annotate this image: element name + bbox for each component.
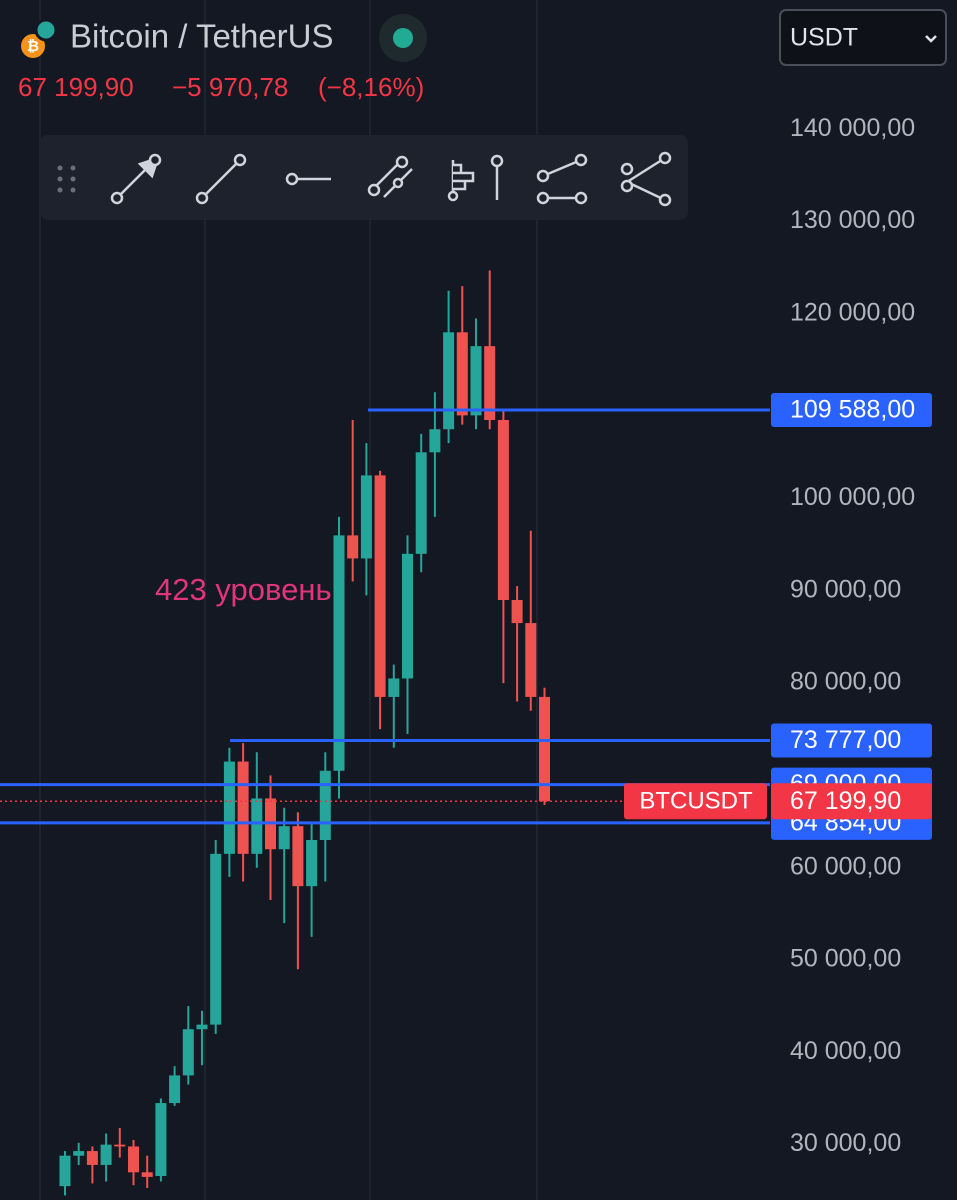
candle-body xyxy=(237,761,249,854)
candle-body xyxy=(333,535,345,771)
candle-body xyxy=(100,1144,112,1165)
candle-body xyxy=(415,452,427,554)
tool-vertical-line[interactable] xyxy=(490,154,504,200)
change: −5 970,78 xyxy=(172,72,288,102)
candle-body xyxy=(182,1029,194,1076)
last-price-label: 67 199,90 xyxy=(790,787,901,815)
candle-body xyxy=(292,826,304,887)
level-label-box xyxy=(771,392,932,427)
candle-body xyxy=(128,1146,139,1173)
y-tick-label: 60 000,00 xyxy=(790,852,901,880)
tool-parallel-channel[interactable] xyxy=(367,155,413,198)
candle-body xyxy=(223,761,235,854)
candle-body xyxy=(456,332,468,416)
candle-body xyxy=(360,475,372,559)
level-label: 109 588,00 xyxy=(790,396,915,424)
currency[interactable]: USDT xyxy=(790,24,858,52)
candle-body xyxy=(210,853,222,1025)
change-pct: (−8,16%) xyxy=(318,72,424,102)
status-dot xyxy=(393,28,413,48)
y-tick-label: 140 000,00 xyxy=(790,114,915,142)
drawing-toolbar xyxy=(40,135,688,220)
y-tick-label: 50 000,00 xyxy=(790,945,901,973)
candle-body xyxy=(59,1155,71,1187)
candle-body xyxy=(388,678,400,697)
candle-body xyxy=(443,332,455,430)
candle-body xyxy=(306,840,318,887)
y-tick-label: 130 000,00 xyxy=(790,206,915,234)
candle-body xyxy=(73,1151,85,1156)
y-tick-label: 90 000,00 xyxy=(790,575,901,603)
y-tick-label: 30 000,00 xyxy=(790,1129,901,1157)
y-tick-label: 40 000,00 xyxy=(790,1037,901,1065)
candle-body xyxy=(251,798,263,854)
candle-body xyxy=(155,1103,167,1176)
level-label: 73 777,00 xyxy=(790,726,901,754)
symbol-label: BTCUSDT xyxy=(639,788,753,815)
chevron xyxy=(925,35,937,43)
candle-body xyxy=(278,826,290,850)
y-tick-label: 120 000,00 xyxy=(790,298,915,326)
candle-body xyxy=(374,475,386,697)
usdt-icon xyxy=(34,18,58,42)
y-tick-label: 80 000,00 xyxy=(790,668,901,696)
candle-body xyxy=(86,1151,98,1165)
candle-body xyxy=(429,429,441,453)
candle-body xyxy=(539,696,550,802)
candle-body xyxy=(497,420,509,600)
price: 67 199,90 xyxy=(18,72,134,102)
candle-body xyxy=(402,553,413,679)
last-price-box xyxy=(771,783,932,820)
btc-icon xyxy=(21,34,45,58)
candle-body xyxy=(114,1144,126,1147)
candle-body xyxy=(319,770,331,840)
tool-arrow[interactable] xyxy=(110,153,162,205)
tool-pitchfork[interactable] xyxy=(620,151,672,207)
level-label-box xyxy=(771,723,932,758)
annotation: 423 уровень xyxy=(155,572,332,607)
currency-select[interactable] xyxy=(779,9,947,66)
btc-icon-glyph: ₿ xyxy=(27,38,39,55)
candle-body xyxy=(511,600,523,624)
tool-path[interactable] xyxy=(536,153,588,205)
candle-body xyxy=(525,623,537,697)
tool-horizontal-ray[interactable] xyxy=(285,172,331,186)
candle-body xyxy=(347,535,359,559)
symbol-box xyxy=(624,783,767,820)
candle-body xyxy=(484,346,496,420)
candle-body xyxy=(169,1075,181,1104)
tool-fib[interactable] xyxy=(447,160,475,202)
candle-body xyxy=(141,1172,153,1177)
tool-trendline[interactable] xyxy=(195,153,247,205)
symbol: Bitcoin / TetherUS xyxy=(70,18,334,55)
candle-body xyxy=(470,346,482,416)
y-tick-label: 100 000,00 xyxy=(790,483,915,511)
candle-body xyxy=(196,1024,208,1030)
